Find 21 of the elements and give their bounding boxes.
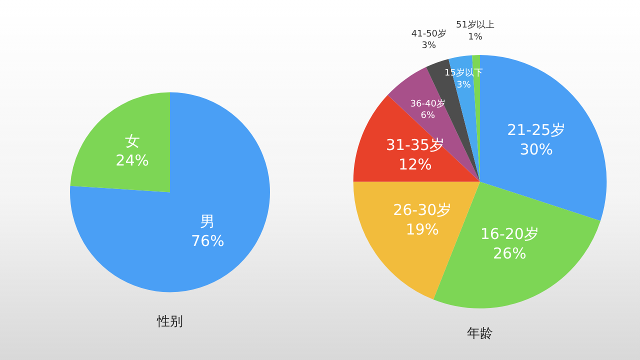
data-label: 76%: [190, 232, 224, 250]
data-label: 24%: [116, 152, 150, 170]
text: 年龄: [467, 326, 493, 342]
slice-label: 26-30岁: [393, 201, 452, 220]
data-label: 19%: [406, 220, 440, 239]
slice-label: 21-25岁: [507, 120, 566, 139]
data-label: 6%: [420, 111, 436, 122]
data-label: 1%: [468, 32, 483, 42]
slice-label: 41-50岁: [411, 28, 447, 40]
data-label: 30%: [520, 140, 554, 158]
slice-label: 女: [124, 132, 140, 150]
slice-label: 男: [200, 212, 216, 230]
slice-label: 51岁以上: [456, 20, 494, 31]
data-label: 3%: [456, 80, 472, 90]
data-label: 12%: [398, 156, 432, 174]
slice-label: 16-20岁: [480, 224, 539, 243]
slice-label: 31-35岁: [386, 136, 445, 154]
data-label: 3%: [422, 41, 437, 52]
data-label: 26%: [493, 244, 526, 262]
slice-label: 36-40岁: [410, 98, 446, 110]
text: 性别: [156, 314, 183, 330]
